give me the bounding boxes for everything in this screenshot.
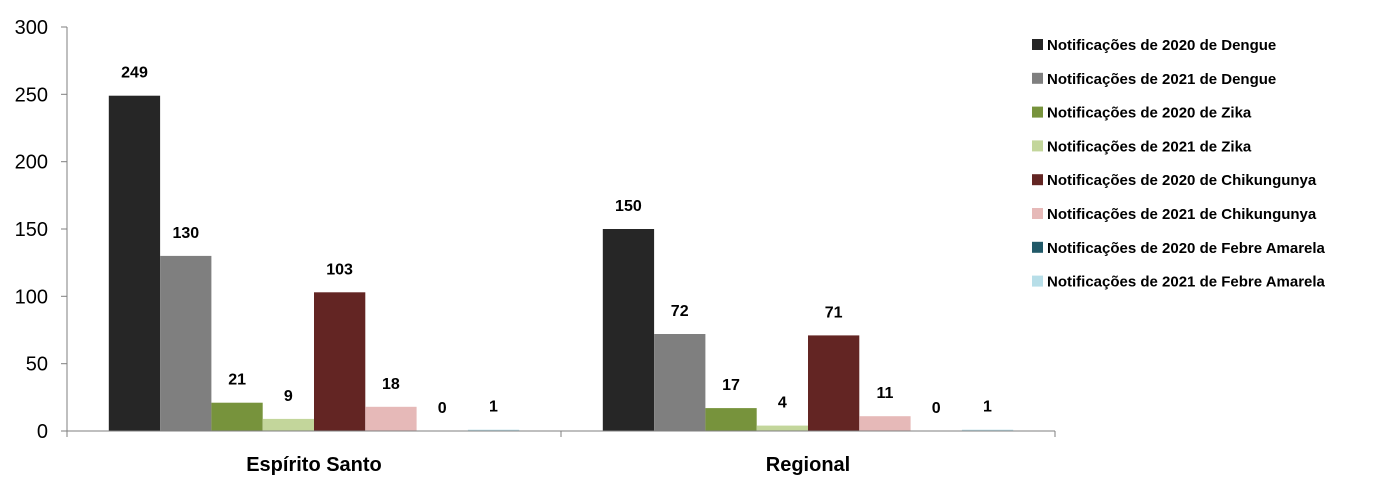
legend-label: Notificações de 2021 de Chikungunya (1047, 206, 1317, 223)
data-label: 71 (825, 304, 843, 321)
y-tick-label: 250 (15, 84, 48, 106)
data-label: 1 (489, 399, 498, 416)
x-category-label: Espírito Santo (246, 454, 382, 476)
legend-label: Notificações de 2021 de Febre Amarela (1047, 274, 1326, 291)
y-tick-label: 0 (37, 421, 48, 443)
bar (602, 229, 655, 431)
bar (262, 418, 314, 431)
legend-swatch (1032, 275, 1043, 287)
legend-label: Notificações de 2021 de Dengue (1047, 71, 1276, 88)
bar (160, 255, 212, 431)
data-label: 249 (121, 65, 148, 82)
bar (961, 429, 1014, 431)
legend-swatch (1032, 208, 1043, 219)
data-label: 17 (722, 377, 740, 394)
data-label: 1 (983, 399, 992, 416)
y-tick-label: 200 (15, 152, 48, 174)
y-tick-label: 50 (26, 354, 48, 376)
bar (705, 408, 757, 431)
legend-swatch (1032, 140, 1043, 152)
data-label: 4 (778, 395, 787, 412)
legend-label: Notificações de 2020 de Zika (1047, 105, 1252, 122)
legend-swatch (1032, 174, 1043, 186)
y-tick-label: 300 (15, 17, 48, 39)
data-label: 103 (326, 261, 353, 278)
bar (314, 292, 366, 431)
bar (808, 335, 860, 431)
legend-label: Notificações de 2021 de Zika (1047, 138, 1252, 155)
bar (108, 95, 161, 431)
legend: Notificações de 2020 de Dengue Notificaçõ… (1032, 37, 1326, 291)
data-label: 130 (172, 225, 199, 242)
data-label: 150 (615, 198, 642, 215)
data-label: 0 (932, 400, 941, 417)
data-label: 11 (876, 385, 893, 402)
data-label: 9 (284, 388, 293, 405)
legend-swatch (1032, 39, 1043, 50)
bar (467, 429, 520, 431)
legend-label: Notificações de 2020 de Febre Amarela (1047, 240, 1326, 257)
bars-layer (108, 95, 1014, 431)
bar (756, 425, 808, 431)
legend-label: Notificações de 2020 de Chikungunya (1047, 172, 1317, 189)
bar (211, 402, 263, 431)
legend-label: Notificações de 2020 de Dengue (1047, 37, 1276, 54)
data-label: 18 (382, 376, 400, 393)
y-tick-label: 100 (15, 286, 48, 308)
legend-swatch (1032, 241, 1043, 253)
data-labels-layer: 249 130 21 9 103 18 0 1 150 72 17 4 71 11 0 1 (121, 65, 992, 417)
data-label: 72 (671, 303, 689, 320)
bar (365, 406, 417, 431)
legend-swatch (1032, 72, 1043, 84)
data-label: 21 (228, 372, 246, 389)
bar (859, 416, 911, 431)
legend-swatch (1032, 106, 1043, 118)
data-label: 0 (438, 400, 447, 417)
bar (654, 334, 706, 431)
x-category-label: Regional (766, 454, 850, 476)
y-tick-label: 150 (15, 219, 48, 241)
